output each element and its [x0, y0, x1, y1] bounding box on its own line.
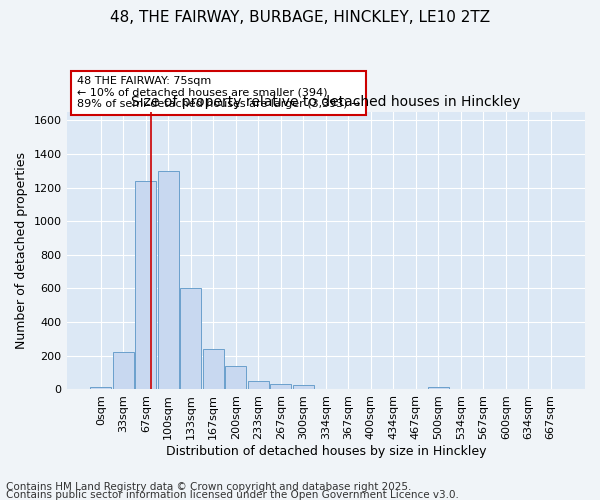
X-axis label: Distribution of detached houses by size in Hinckley: Distribution of detached houses by size … — [166, 444, 486, 458]
Bar — [135, 181, 157, 389]
Text: Contains public sector information licensed under the Open Government Licence v3: Contains public sector information licen… — [6, 490, 459, 500]
Y-axis label: Number of detached properties: Number of detached properties — [15, 152, 28, 349]
Bar — [428, 387, 449, 389]
Bar — [248, 380, 269, 389]
Text: Contains HM Land Registry data © Crown copyright and database right 2025.: Contains HM Land Registry data © Crown c… — [6, 482, 412, 492]
Text: 48, THE FAIRWAY, BURBAGE, HINCKLEY, LE10 2TZ: 48, THE FAIRWAY, BURBAGE, HINCKLEY, LE10… — [110, 10, 490, 25]
Bar — [113, 352, 134, 389]
Bar — [293, 385, 314, 389]
Bar — [90, 388, 112, 389]
Bar — [158, 171, 179, 389]
Bar — [270, 384, 292, 389]
Title: Size of property relative to detached houses in Hinckley: Size of property relative to detached ho… — [131, 96, 520, 110]
Text: 48 THE FAIRWAY: 75sqm
← 10% of detached houses are smaller (394)
89% of semi-det: 48 THE FAIRWAY: 75sqm ← 10% of detached … — [77, 76, 361, 110]
Bar — [203, 349, 224, 389]
Bar — [180, 288, 202, 389]
Bar — [225, 366, 247, 389]
